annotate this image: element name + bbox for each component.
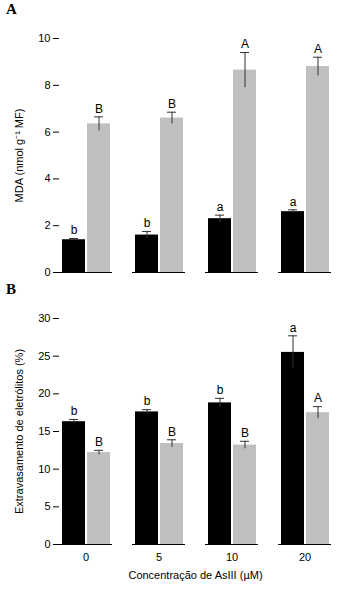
svg-text:5: 5	[156, 551, 162, 563]
svg-text:Concentração de AsIII (µM): Concentração de AsIII (µM)	[128, 569, 262, 581]
svg-text:a: a	[290, 321, 297, 335]
svg-text:a: a	[217, 200, 224, 214]
svg-text:0: 0	[44, 538, 50, 550]
svg-text:0: 0	[83, 551, 89, 563]
svg-text:0: 0	[44, 266, 50, 278]
svg-text:20: 20	[299, 551, 311, 563]
svg-text:a: a	[290, 195, 297, 209]
svg-text:15: 15	[38, 425, 50, 437]
svg-text:b: b	[144, 394, 151, 408]
svg-text:10: 10	[38, 463, 50, 475]
svg-text:A: A	[241, 37, 249, 51]
svg-text:5: 5	[44, 500, 50, 512]
svg-text:25: 25	[38, 350, 50, 362]
svg-text:6: 6	[44, 126, 50, 138]
svg-text:B: B	[168, 425, 176, 439]
svg-text:B: B	[95, 435, 103, 449]
svg-text:b: b	[71, 223, 78, 237]
svg-text:b: b	[217, 383, 224, 397]
svg-text:A: A	[314, 391, 322, 405]
svg-text:B: B	[95, 102, 103, 116]
svg-text:4: 4	[44, 172, 50, 184]
svg-text:b: b	[71, 404, 78, 418]
svg-text:2: 2	[44, 219, 50, 231]
html-text:A: A	[6, 1, 17, 17]
html-text:B: B	[6, 281, 16, 297]
svg-text:20: 20	[38, 387, 50, 399]
svg-text:10: 10	[38, 32, 50, 44]
svg-text:30: 30	[38, 312, 50, 324]
svg-text:8: 8	[44, 79, 50, 91]
svg-text:10: 10	[226, 551, 238, 563]
svg-text:Extravasamento de eletrólitos: Extravasamento de eletrólitos (%)	[13, 349, 25, 514]
svg-text:b: b	[144, 216, 151, 230]
svg-text:B: B	[168, 97, 176, 111]
svg-text:B: B	[241, 426, 249, 440]
svg-text:MDA (nmol g⁻¹ MF): MDA (nmol g⁻¹ MF)	[13, 109, 25, 203]
svg-text:A: A	[314, 42, 322, 56]
